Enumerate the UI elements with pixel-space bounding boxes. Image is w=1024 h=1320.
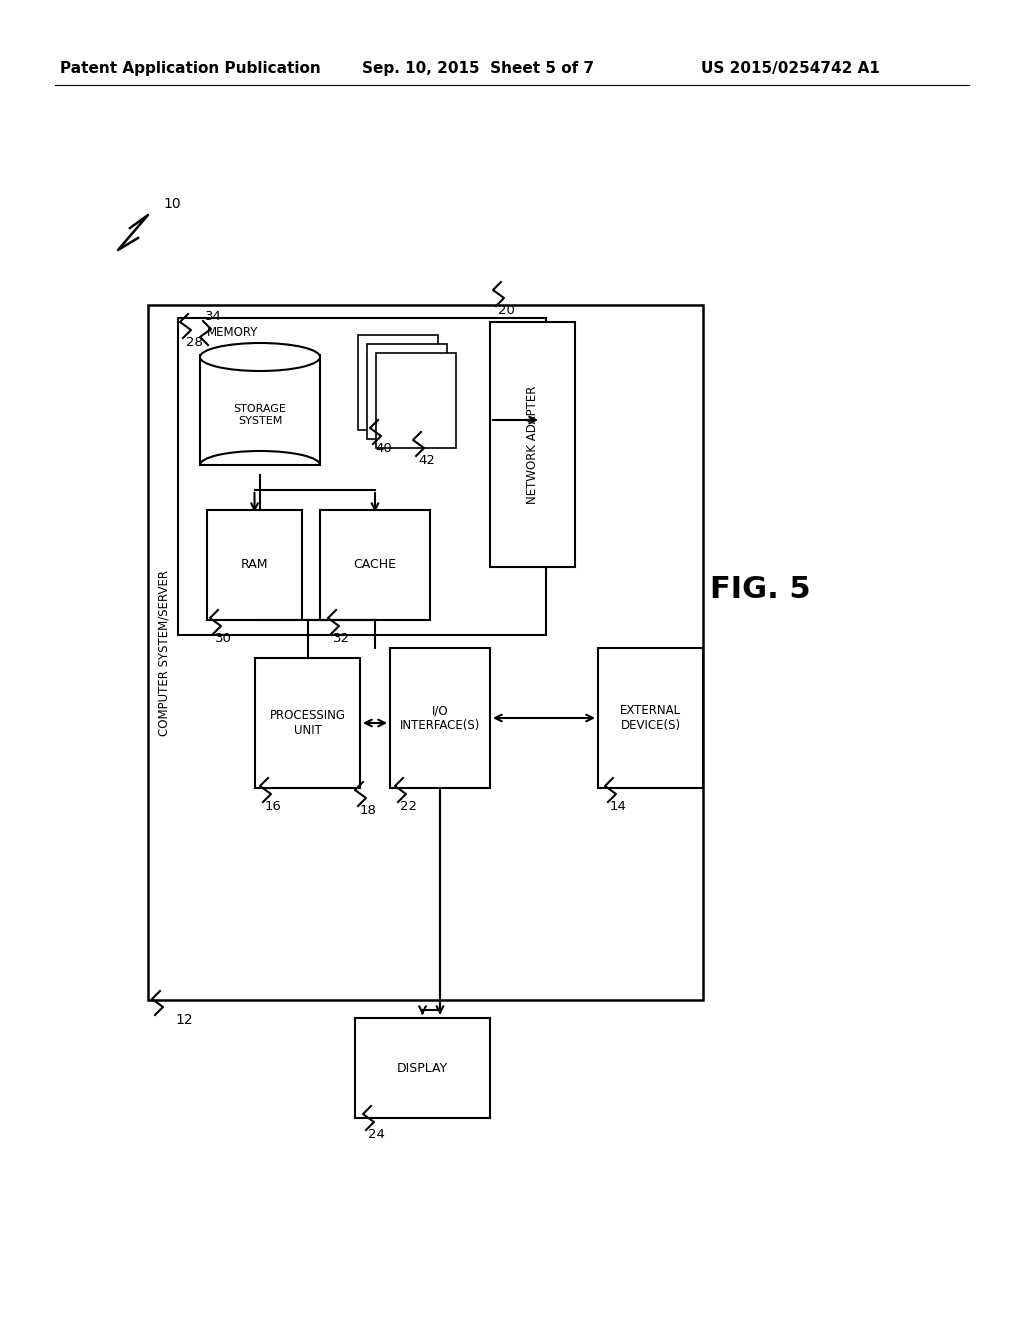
Text: 34: 34	[205, 310, 222, 323]
Text: Patent Application Publication: Patent Application Publication	[59, 61, 321, 75]
Bar	[207, 510, 302, 620]
Ellipse shape	[200, 343, 319, 371]
Text: NETWORK ADAPTER: NETWORK ADAPTER	[526, 385, 539, 504]
Text: DISPLAY: DISPLAY	[397, 1061, 449, 1074]
Text: 22: 22	[400, 800, 417, 813]
Text: MEMORY: MEMORY	[207, 326, 259, 338]
Text: 42: 42	[418, 454, 435, 466]
Bar	[200, 355, 319, 465]
Text: 28: 28	[186, 337, 203, 350]
Bar	[390, 648, 490, 788]
Bar	[319, 510, 430, 620]
Bar	[490, 322, 575, 568]
Text: 30: 30	[215, 631, 231, 644]
Text: I/O
INTERFACE(S): I/O INTERFACE(S)	[399, 704, 480, 733]
Text: 20: 20	[498, 304, 515, 317]
Text: COMPUTER SYSTEM/SERVER: COMPUTER SYSTEM/SERVER	[158, 569, 171, 735]
Text: PROCESSING
UNIT: PROCESSING UNIT	[269, 709, 345, 737]
Text: US 2015/0254742 A1: US 2015/0254742 A1	[700, 61, 880, 75]
Text: 16: 16	[265, 800, 282, 813]
Text: EXTERNAL
DEVICE(S): EXTERNAL DEVICE(S)	[620, 704, 681, 733]
Bar	[367, 345, 447, 440]
Bar	[178, 318, 546, 635]
Text: 40: 40	[375, 441, 392, 454]
Text: 24: 24	[368, 1127, 385, 1140]
Bar	[255, 657, 360, 788]
Text: 10: 10	[163, 197, 180, 211]
Text: 18: 18	[360, 804, 377, 817]
Text: CACHE: CACHE	[353, 558, 396, 572]
Text: Sep. 10, 2015  Sheet 5 of 7: Sep. 10, 2015 Sheet 5 of 7	[361, 61, 594, 75]
Bar	[598, 648, 703, 788]
Bar	[376, 352, 456, 447]
Bar	[148, 305, 703, 1001]
Bar	[358, 335, 438, 430]
Text: 14: 14	[610, 800, 627, 813]
Text: FIG. 5: FIG. 5	[710, 576, 810, 605]
Text: RAM: RAM	[241, 558, 268, 572]
Text: 32: 32	[333, 631, 350, 644]
Bar	[355, 1018, 490, 1118]
Text: STORAGE
SYSTEM: STORAGE SYSTEM	[233, 404, 287, 426]
Text: 12: 12	[175, 1012, 193, 1027]
